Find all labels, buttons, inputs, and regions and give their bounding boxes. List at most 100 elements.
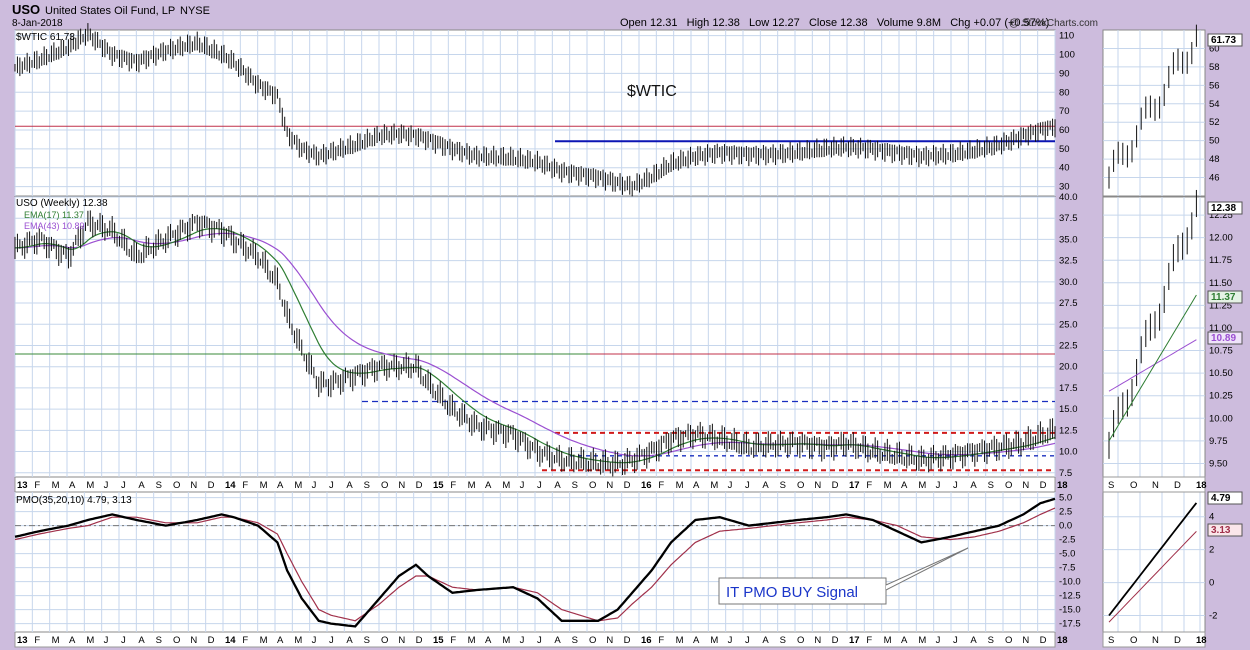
x-tick-label: A: [762, 480, 769, 491]
x-tick-label: N: [606, 480, 613, 491]
x-tick-label: 15: [433, 480, 444, 491]
side-label-ema17-box: [1207, 290, 1243, 304]
x-tick-label: A: [485, 635, 492, 646]
x-tick-label: M: [52, 480, 60, 491]
side-y-tick: 10.50: [1209, 368, 1233, 379]
side-x-tick: S: [1108, 635, 1114, 646]
x-tick-label: A: [69, 635, 76, 646]
side-x-tick: N: [1152, 480, 1159, 491]
x-tick-label: M: [260, 635, 268, 646]
y-tick-label: 40.0: [1059, 192, 1078, 203]
side-y-tick: 10.75: [1209, 346, 1233, 357]
x-tick-label: D: [624, 480, 631, 491]
x-tick-label: 14: [225, 635, 236, 646]
side-x-tick: D: [1174, 635, 1181, 646]
side-x-strip: [1102, 476, 1206, 493]
x-tick-label: A: [554, 480, 561, 491]
side-label-ema43: 10.89: [1211, 333, 1236, 344]
side-y-tick: 56: [1209, 80, 1220, 91]
side-y-tick: 2: [1209, 545, 1214, 556]
callout-text: IT PMO BUY Signal: [726, 584, 858, 601]
x-tick-label: A: [346, 635, 353, 646]
x-tick-label: J: [104, 635, 109, 646]
x-tick-label: D: [832, 480, 839, 491]
x-tick-label: S: [156, 480, 162, 491]
x-tick-label: O: [381, 635, 388, 646]
x-tick-label: A: [762, 635, 769, 646]
x-tick-label: O: [381, 480, 388, 491]
side-x-tick: N: [1152, 635, 1159, 646]
side-y-tick: 54: [1209, 99, 1220, 110]
x-tick-label: J: [953, 635, 958, 646]
pmo-legend: PMO(35,20,10) 4.79, 3.13: [16, 495, 132, 506]
side-y-tick: 46: [1209, 173, 1220, 184]
x-tick-label: F: [866, 635, 872, 646]
side-x-strip-2: [1102, 631, 1206, 648]
x-tick-label: J: [728, 480, 733, 491]
x-tick-label: J: [329, 635, 334, 646]
pmo-series-pmo: [14, 497, 1056, 628]
x-tick-label: M: [86, 480, 94, 491]
y-tick-label: 70: [1059, 106, 1070, 117]
x-tick-label: 18: [1057, 480, 1068, 491]
x-tick-label: F: [866, 480, 872, 491]
x-tick-label: M: [86, 635, 94, 646]
side-y-tick: 11.75: [1209, 255, 1232, 266]
x-tick-label: J: [537, 480, 542, 491]
x-tick-label: O: [1005, 635, 1012, 646]
x-tick-label: S: [988, 635, 994, 646]
y-tick-label: 2.5: [1059, 507, 1072, 518]
side-ema43: [1108, 339, 1197, 392]
x-tick-label: J: [121, 635, 126, 646]
x-tick-label: M: [502, 480, 510, 491]
y-tick-label: 110: [1059, 31, 1074, 42]
side-y-tick: 11.25: [1209, 300, 1232, 311]
side-x-tick: O: [1130, 635, 1137, 646]
x-tick-label: J: [953, 480, 958, 491]
side-label-wtic: 61.73: [1211, 35, 1236, 46]
x-tick-label: F: [658, 635, 664, 646]
side-y-tick: 9.75: [1209, 436, 1228, 447]
x-tick-label: J: [936, 480, 941, 491]
y-tick-label: 25.0: [1059, 319, 1078, 330]
side-y-tick: 50: [1209, 136, 1220, 147]
x-tick-label: J: [520, 635, 525, 646]
side-label-signal: 3.13: [1211, 525, 1231, 536]
side-y-tick: 11.00: [1209, 323, 1232, 334]
y-tick-label: 30.0: [1059, 277, 1078, 288]
ohlc-readout: Open 12.31 High 12.38 Low 12.27 Close 12…: [620, 17, 1049, 29]
x-tick-label: A: [693, 635, 700, 646]
side-y-tick: 0: [1209, 578, 1214, 589]
x-tick-label: J: [537, 635, 542, 646]
x-tick-label: S: [780, 480, 786, 491]
x-tick-label: D: [832, 635, 839, 646]
x-tick-label: 17: [849, 635, 860, 646]
y-tick-label: 80: [1059, 87, 1070, 98]
x-tick-label: 18: [1057, 635, 1068, 646]
x-tick-label: 13: [17, 635, 28, 646]
x-tick-label: S: [572, 635, 578, 646]
side-label-uso: 12.38: [1211, 203, 1236, 214]
x-tick-label: F: [658, 480, 664, 491]
x-tick-label: N: [814, 635, 821, 646]
x-tick-label: D: [208, 480, 215, 491]
x-tick-label: D: [1040, 480, 1047, 491]
x-tick-label: S: [156, 635, 162, 646]
callout-pointer: [885, 547, 969, 591]
x-tick-label: J: [520, 480, 525, 491]
x-tick-label: F: [242, 635, 248, 646]
callout-box: [718, 577, 887, 605]
x-tick-label: J: [121, 480, 126, 491]
x-tick-label: D: [416, 635, 423, 646]
x-tick-label: J: [745, 635, 750, 646]
x-tick-label: 17: [849, 480, 860, 491]
side-y-tick: 10.00: [1209, 413, 1233, 424]
x-tick-label: J: [312, 635, 317, 646]
x-tick-label: M: [676, 480, 684, 491]
y-tick-label: 10.0: [1059, 447, 1078, 458]
x-tick-label: M: [676, 635, 684, 646]
side-label-uso-box: [1207, 201, 1243, 215]
x-tick-label: M: [294, 635, 302, 646]
x-tick-label: D: [624, 635, 631, 646]
